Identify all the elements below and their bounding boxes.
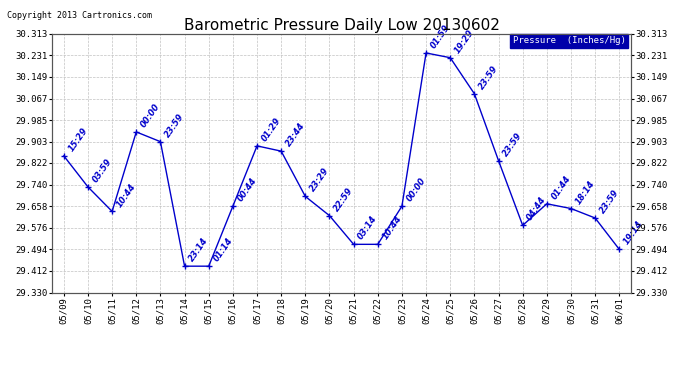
Text: 18:14: 18:14 — [574, 178, 597, 206]
Text: 19:29: 19:29 — [453, 28, 476, 55]
Text: 19:14: 19:14 — [622, 219, 645, 246]
Text: 01:44: 01:44 — [550, 174, 573, 201]
Text: 22:59: 22:59 — [333, 186, 355, 213]
Text: 23:14: 23:14 — [188, 236, 210, 263]
Title: Barometric Pressure Daily Low 20130602: Barometric Pressure Daily Low 20130602 — [184, 18, 500, 33]
Text: 00:00: 00:00 — [405, 176, 428, 203]
Text: 00:44: 00:44 — [236, 176, 259, 203]
Text: 15:29: 15:29 — [67, 126, 90, 153]
Text: 23:59: 23:59 — [502, 130, 524, 158]
Text: 23:59: 23:59 — [164, 112, 186, 139]
Text: 03:59: 03:59 — [91, 157, 114, 184]
Text: 23:29: 23:29 — [308, 166, 331, 194]
Text: 03:14: 03:14 — [357, 214, 380, 242]
Text: 23:44: 23:44 — [284, 121, 307, 148]
Text: 04:44: 04:44 — [526, 195, 549, 223]
Text: 01:14: 01:14 — [212, 236, 235, 263]
Text: 00:00: 00:00 — [139, 102, 162, 129]
Text: 23:59: 23:59 — [477, 64, 500, 91]
Text: 01:29: 01:29 — [260, 116, 283, 143]
Text: 01:59: 01:59 — [429, 23, 452, 50]
Text: Copyright 2013 Cartronics.com: Copyright 2013 Cartronics.com — [7, 11, 152, 20]
Text: Pressure  (Inches/Hg): Pressure (Inches/Hg) — [513, 36, 626, 45]
Text: 10:44: 10:44 — [115, 182, 138, 209]
Text: 23:59: 23:59 — [598, 188, 621, 215]
Text: 10:44: 10:44 — [381, 214, 404, 242]
